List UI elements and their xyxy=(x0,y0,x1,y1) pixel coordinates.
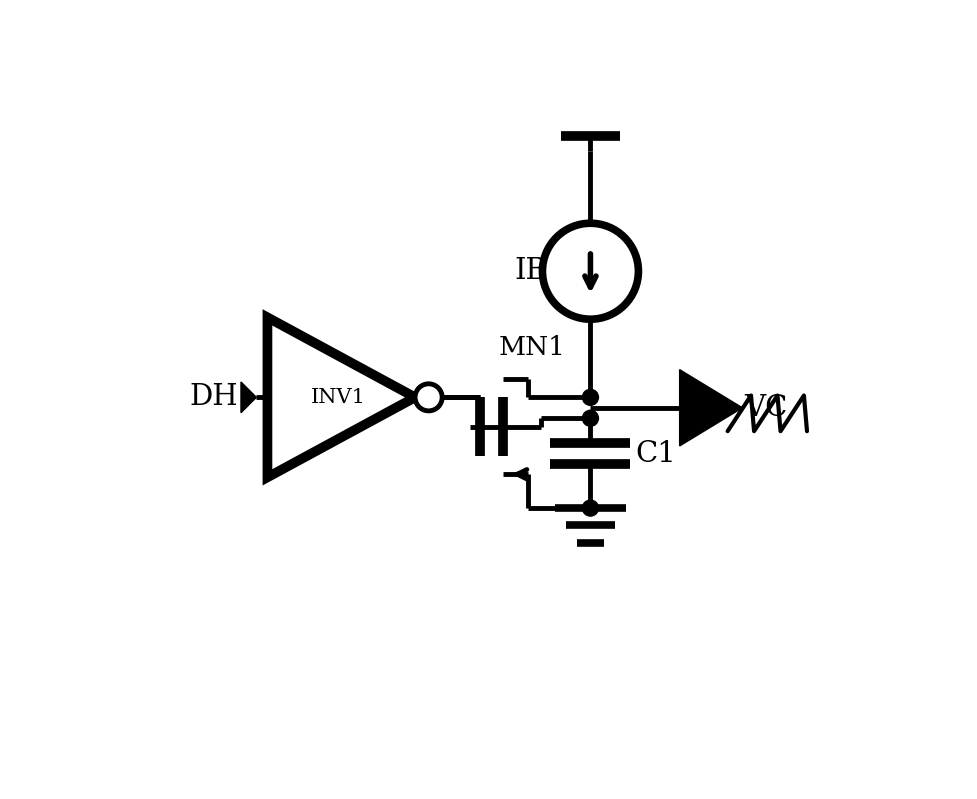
Text: IB: IB xyxy=(514,257,547,285)
Text: C1: C1 xyxy=(635,440,675,468)
Circle shape xyxy=(414,384,442,411)
Circle shape xyxy=(582,410,598,426)
Polygon shape xyxy=(679,370,742,446)
Circle shape xyxy=(582,389,598,405)
Text: MN1: MN1 xyxy=(497,336,565,360)
Polygon shape xyxy=(240,382,256,413)
Text: DH: DH xyxy=(190,384,237,411)
Text: VC: VC xyxy=(743,394,786,422)
Text: INV1: INV1 xyxy=(311,388,365,407)
Circle shape xyxy=(582,500,598,516)
